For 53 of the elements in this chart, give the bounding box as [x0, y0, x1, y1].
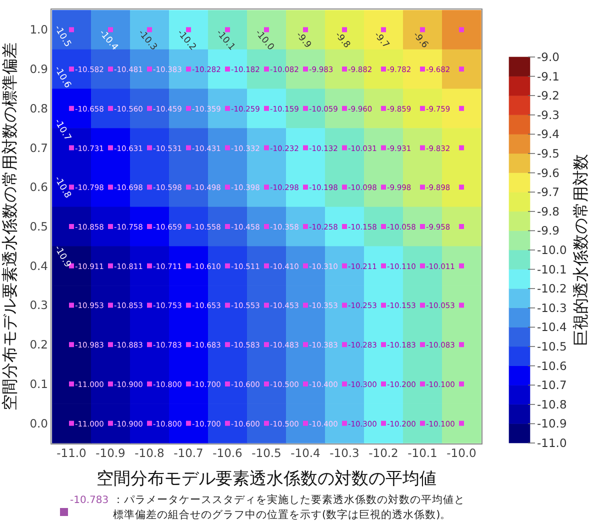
color-bar-label: -9.6 [537, 166, 560, 180]
y-tick-label: 1.0 [30, 22, 48, 37]
x-tick-label: -10.2 [368, 446, 398, 460]
annotation: -9.7 [372, 30, 391, 50]
annotation: -9.8 [332, 30, 352, 51]
color-bar-label: -10.6 [537, 358, 567, 373]
color-bar-label: -10.3 [537, 300, 567, 315]
text: ：パラメータケーススタディを実施した要素透水係数の対数の平均値と [113, 493, 465, 506]
color-bar-label: -9.9 [537, 224, 560, 238]
color-bar-label: -10.5 [537, 340, 567, 354]
color-bar-label: -9.1 [537, 69, 560, 84]
y-tick-label: 0.8 [30, 101, 48, 116]
y-tick-label: 0.1 [30, 376, 48, 391]
y-tick-label: 0.5 [30, 220, 48, 234]
x-tick-label: -10.3 [330, 446, 360, 460]
x-tick-label: -10.9 [96, 446, 126, 460]
color-bar-title: 巨視的透水係数の常用対数 [571, 154, 590, 346]
annotation: -9.6 [410, 30, 430, 51]
color-bar-label: -10.2 [537, 282, 567, 296]
x-tick-label: -10.8 [134, 446, 164, 460]
color-bar-label: -9.5 [537, 146, 560, 160]
y-axis-title: 空間分布モデル要素透水係数の常用対数の標準偏差 [0, 42, 19, 410]
x-tick-label: -10.5 [252, 446, 282, 460]
color-bar-label: -10.1 [537, 262, 567, 276]
color-bar-label: -9.4 [537, 127, 560, 142]
x-axis-title: 空間分布モデル要素透水係数の対数の平均値 [96, 469, 436, 489]
x-tick-label: -10.1 [408, 446, 438, 460]
y-tick-label: 0.2 [30, 338, 48, 352]
y-tick-label: 0.9 [30, 62, 48, 76]
x-tick-label: -10.0 [446, 446, 476, 460]
y-tick-label: 0.7 [30, 140, 48, 155]
color-bar-label: -9.0 [537, 50, 560, 64]
color-bar-label: -11.0 [537, 436, 567, 450]
color-bar-label: -9.3 [537, 108, 560, 122]
color-bar-label: -10.9 [537, 416, 567, 431]
x-tick-label: -10.7 [174, 446, 204, 460]
y-tick-label: 0.0 [30, 416, 48, 430]
color-bar-label: -10.8 [537, 397, 567, 412]
y-tick-label: 0.6 [30, 180, 48, 194]
color-bar-label: -10.0 [537, 243, 567, 257]
color-bar-label: -10.7 [537, 378, 567, 392]
y-tick-label: 0.4 [30, 258, 48, 273]
text: -10.783 [70, 495, 109, 506]
y-tick-label: 0.3 [30, 298, 48, 312]
color-bar-label: -9.8 [537, 204, 560, 218]
color-bar-label: -9.7 [537, 185, 560, 200]
x-tick-label: -10.6 [212, 446, 242, 460]
x-tick-label: -10.4 [290, 446, 320, 460]
x-tick-label: -11.0 [56, 446, 86, 460]
annotation: -9.9 [294, 30, 313, 51]
color-bar-label: -10.4 [537, 320, 567, 334]
text: 標準偏差の組合せのグラフ中の位置を示す(数字は巨視的透水係数)。 [113, 508, 452, 521]
color-bar-label: -9.2 [537, 88, 560, 103]
